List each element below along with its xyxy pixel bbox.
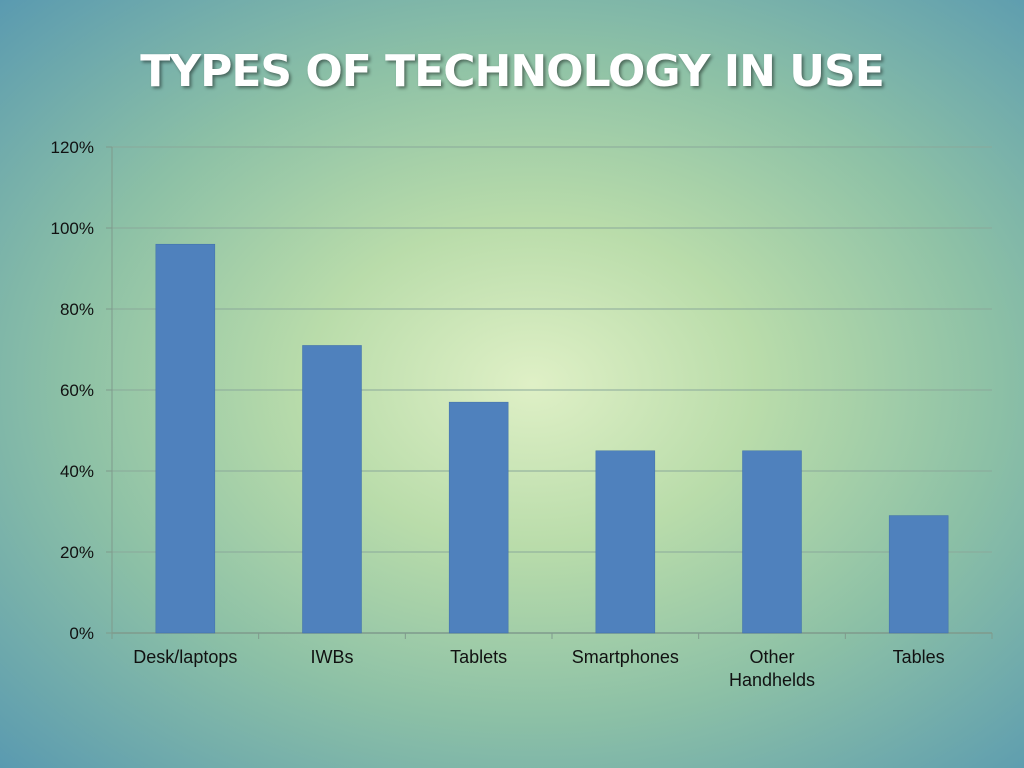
axis-labels: 0% 20% 40% 60% 80% 100% 120% Desk/laptops IWBs Ta… (51, 138, 945, 690)
axes (106, 146, 993, 639)
x-tick-label-line: Other (749, 647, 794, 667)
bar (302, 345, 362, 634)
x-tick-label-line: Tablets (450, 647, 507, 667)
x-tick-label: IWBs (311, 647, 354, 667)
x-tick-label-line: Tables (893, 647, 945, 667)
y-tick-label: 80% (60, 300, 94, 319)
y-tick-label: 40% (60, 462, 94, 481)
y-tick-label: 100% (51, 219, 94, 238)
x-tick-label-line: IWBs (311, 647, 354, 667)
x-tick-label: Tablets (450, 647, 507, 667)
x-tick-label: Smartphones (572, 647, 679, 667)
x-tick-label-line: Desk/laptops (133, 647, 237, 667)
y-tick-label: 0% (69, 624, 94, 643)
x-tick-label: Desk/laptops (133, 647, 237, 667)
bar (888, 515, 949, 634)
x-tick-label-line: Handhelds (729, 670, 815, 690)
bar (742, 450, 802, 634)
x-tick-label: Other Handhelds (729, 647, 815, 690)
chart-title: TYPES OF TECHNOLOGY IN USE (140, 46, 885, 97)
x-tick-label: Tables (893, 647, 945, 667)
gridlines (112, 146, 992, 553)
y-tick-label: 60% (60, 381, 94, 400)
bar (155, 243, 216, 634)
y-tick-label: 120% (51, 138, 94, 157)
bar (595, 450, 656, 634)
y-tick-label: 20% (60, 543, 94, 562)
bar (448, 401, 509, 634)
x-tick-label-line: Smartphones (572, 647, 679, 667)
bars (155, 243, 949, 634)
